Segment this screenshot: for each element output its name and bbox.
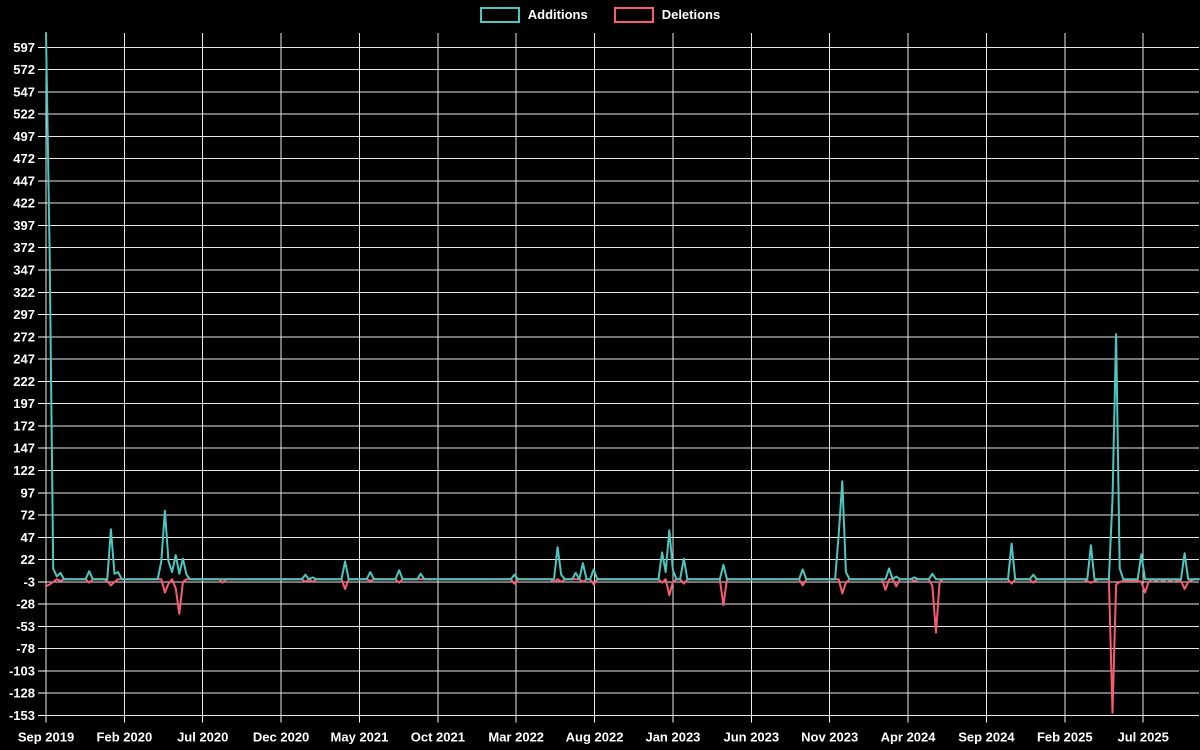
y-tick-label: 422: [13, 196, 35, 211]
y-tick-label: 222: [13, 374, 35, 389]
axis-ticks: [38, 46, 1144, 723]
y-tick-label: 472: [13, 151, 35, 166]
x-tick-label: Jun 2023: [723, 730, 779, 745]
y-tick-label: 522: [13, 107, 35, 122]
y-tick-label: -78: [16, 641, 35, 656]
legend-label: Additions: [527, 7, 588, 22]
y-tick-label: 597: [13, 40, 35, 55]
y-tick-label: 247: [13, 352, 35, 367]
y-tick-label: 397: [13, 218, 35, 233]
y-tick-label: 322: [13, 285, 35, 300]
x-tick-label: Oct 2021: [411, 730, 465, 745]
legend-item-additions[interactable]: Additions: [479, 7, 588, 23]
y-tick-label: 122: [13, 463, 35, 478]
x-tick-label: Jul 2025: [1117, 730, 1168, 745]
legend-swatch-deletions: [613, 7, 654, 23]
y-tick-label: 22: [21, 552, 35, 567]
y-tick-label: 97: [21, 485, 35, 500]
y-tick-label: 147: [13, 441, 35, 456]
y-tick-label: 572: [13, 62, 35, 77]
y-tick-label: -53: [16, 619, 35, 634]
x-tick-label: Jul 2020: [177, 730, 228, 745]
y-tick-label: 72: [21, 508, 35, 523]
y-tick-label: 497: [13, 129, 35, 144]
x-tick-label: May 2021: [331, 730, 389, 745]
y-tick-label: -153: [9, 708, 35, 723]
x-tick-label: Aug 2022: [566, 730, 624, 745]
y-tick-label: 172: [13, 418, 35, 433]
y-tick-label: 447: [13, 173, 35, 188]
x-tick-label: Mar 2022: [488, 730, 544, 745]
y-tick-label: 347: [13, 263, 35, 278]
x-tick-label: Sep 2024: [958, 730, 1015, 745]
y-tick-label: 197: [13, 396, 35, 411]
chart-legend: Additions Deletions: [0, 7, 1200, 23]
y-tick-label: 47: [21, 530, 35, 545]
x-tick-label: Feb 2020: [97, 730, 153, 745]
y-tick-label: -3: [23, 574, 35, 589]
grid: [45, 33, 1199, 716]
x-tick-label: Nov 2023: [801, 730, 858, 745]
legend-label: Deletions: [661, 7, 721, 22]
additions-line: [45, 32, 1200, 581]
y-tick-label: 547: [13, 84, 35, 99]
x-tick-label: Apr 2024: [881, 730, 937, 745]
y-tick-label: 272: [13, 329, 35, 344]
x-tick-label: Jan 2023: [645, 730, 700, 745]
y-tick-label: -128: [9, 686, 35, 701]
x-tick-label: Dec 2020: [253, 730, 309, 745]
y-tick-label: 372: [13, 240, 35, 255]
legend-item-deletions[interactable]: Deletions: [613, 7, 721, 23]
y-tick-label: -28: [16, 597, 35, 612]
x-tick-label: Sep 2019: [18, 730, 74, 745]
legend-swatch-additions: [479, 7, 520, 23]
x-tick-label: Feb 2025: [1037, 730, 1093, 745]
y-tick-label: -103: [9, 663, 35, 678]
y-tick-label: 297: [13, 307, 35, 322]
axis-labels: 597 572 547 522 497 472 447 422 397 372 347 322 297 2…: [9, 40, 1169, 745]
